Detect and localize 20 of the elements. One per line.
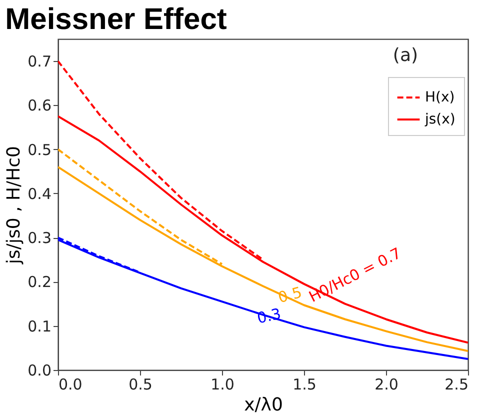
x-tick-label: 0.0 (58, 376, 82, 394)
y-tick-label: 0.2 (28, 273, 52, 292)
x-tick-label: 2.5 (444, 376, 468, 394)
x-tick-label: 1.5 (292, 376, 316, 394)
x-tick-label: 1.0 (210, 376, 234, 394)
x-tick-label: 0.5 (128, 376, 152, 394)
annotation: (a) (392, 45, 418, 66)
y-tick-label: 0.3 (28, 229, 52, 248)
x-axis-title: x/λ0 (244, 394, 283, 416)
y-tick-label: 0.5 (28, 140, 52, 159)
y-tick-label: 0.7 (28, 52, 52, 71)
x-tick-label: 2.0 (374, 376, 398, 394)
y-tick-label: 0.0 (28, 362, 52, 380)
chart-title: Meissner Effect (5, 3, 227, 36)
y-axis-title: js/js0 , H/Hc0 (4, 146, 25, 265)
y-tick-label: 0.6 (28, 96, 52, 115)
y-tick-label: 0.4 (28, 184, 52, 203)
legend-label: H(x) (425, 90, 455, 106)
y-tick-label: 0.1 (28, 317, 52, 336)
legend-label: js(x) (424, 112, 456, 128)
